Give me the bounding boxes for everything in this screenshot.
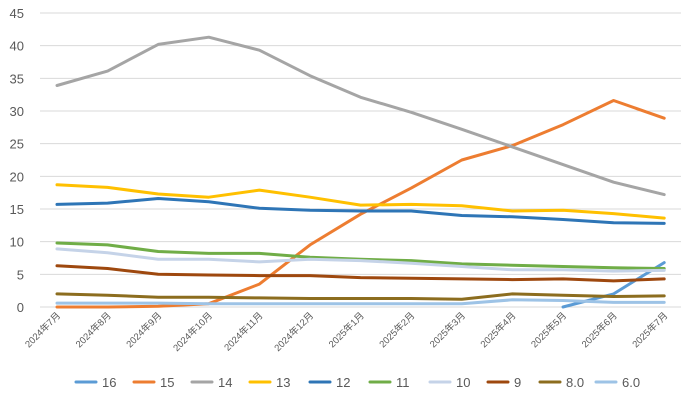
y-tick-label: 10 — [10, 235, 24, 250]
x-tick-label: 2025年3月 — [427, 310, 468, 351]
x-tick-label: 2024年8月 — [73, 310, 114, 351]
y-axis-tick-labels: 0 5 10 15 20 25 30 35 40 45 — [10, 6, 24, 315]
x-tick-label: 2024年9月 — [124, 310, 165, 351]
legend-label-11: 11 — [396, 375, 410, 390]
x-tick-label: 2024年12月 — [272, 310, 316, 354]
legend: 16 15 14 13 12 11 10 9 8.0 6.0 — [74, 375, 640, 390]
y-tick-label: 40 — [10, 39, 24, 54]
legend-label-16: 16 — [102, 375, 116, 390]
x-tick-label: 2025年1月 — [326, 310, 367, 351]
series-line-13 — [55, 183, 666, 220]
legend-label-8.0: 8.0 — [566, 375, 584, 390]
series-line-14 — [55, 35, 666, 197]
x-tick-label: 2025年6月 — [579, 310, 620, 351]
series-line-8.0 — [55, 292, 666, 301]
x-tick-label: 2024年11月 — [222, 310, 266, 354]
x-tick-label: 2025年2月 — [377, 310, 418, 351]
series-line-10 — [55, 247, 666, 273]
series-line-11 — [55, 241, 666, 270]
y-tick-label: 30 — [10, 104, 24, 119]
legend-label-10: 10 — [456, 375, 470, 390]
y-tick-label: 5 — [17, 267, 24, 282]
x-tick-label: 2024年7月 — [23, 310, 64, 351]
legend-label-15: 15 — [160, 375, 174, 390]
legend-label-12: 12 — [336, 375, 350, 390]
legend-label-13: 13 — [276, 375, 290, 390]
series-line-15 — [55, 99, 666, 309]
series-line-6.0 — [55, 298, 666, 306]
legend-label-6.0: 6.0 — [622, 375, 640, 390]
y-tick-label: 0 — [17, 300, 24, 315]
y-tick-label: 45 — [10, 6, 24, 21]
x-axis-tick-labels: 2024年7月 2024年8月 2024年9月 2024年10月 2024年11月 202… — [23, 310, 671, 354]
y-tick-label: 35 — [10, 71, 24, 86]
y-tick-label: 15 — [10, 202, 24, 217]
series-line-9 — [55, 264, 666, 283]
x-tick-label: 2024年10月 — [171, 310, 215, 354]
legend-label-14: 14 — [218, 375, 232, 390]
series-lines — [55, 35, 666, 309]
series-line-12 — [55, 197, 666, 225]
legend-label-9: 9 — [514, 375, 521, 390]
x-tick-label: 2025年7月 — [630, 310, 671, 351]
y-tick-label: 25 — [10, 137, 24, 152]
x-tick-label: 2025年5月 — [529, 310, 570, 351]
x-tick-label: 2025年4月 — [478, 310, 519, 351]
y-tick-label: 20 — [10, 169, 24, 184]
